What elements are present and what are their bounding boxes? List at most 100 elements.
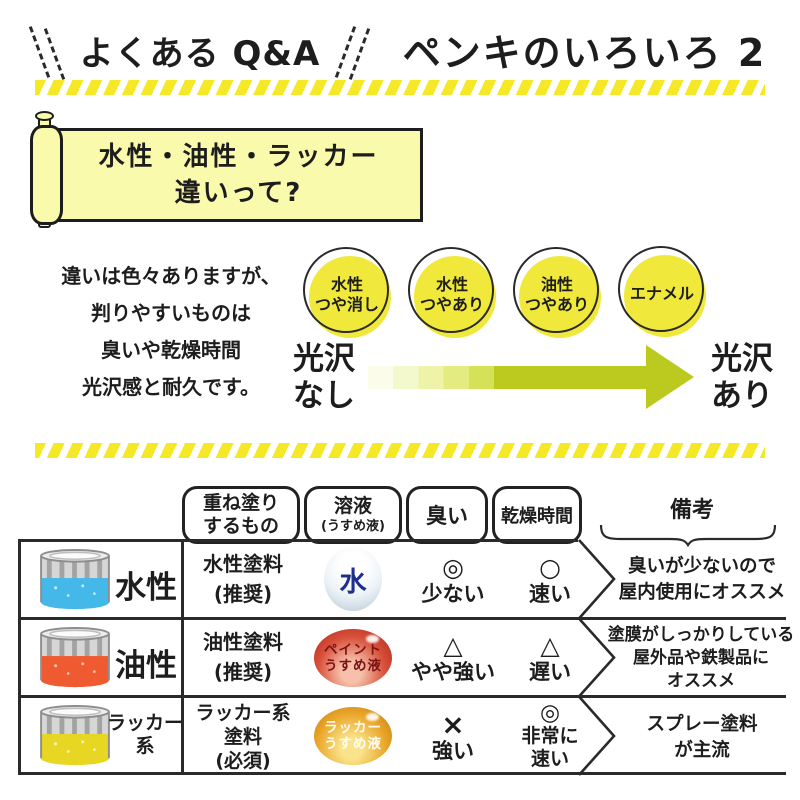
header-recoat: 重ね塗り するもの — [182, 486, 300, 544]
header-smell: 臭い — [406, 486, 488, 544]
dry-text: 速い — [529, 581, 571, 606]
circle-ring — [513, 247, 599, 333]
qa-badge: よくある Q&A — [79, 34, 321, 74]
smell-text: 強い — [432, 739, 474, 763]
cell-dry: △ 遅い — [506, 628, 594, 688]
circle-label-line: 水性 — [435, 275, 468, 294]
gloss-circle-suisei-tsuyakeshi: 水性 つや消し — [303, 247, 391, 338]
circle-label-line: 油性 — [540, 275, 573, 294]
header-smell-label: 臭い — [426, 504, 468, 528]
gloss-full-line: 光沢 — [711, 341, 773, 377]
dry-text: 遅い — [529, 659, 571, 684]
scroll-roll-icon — [30, 125, 63, 225]
stripe-divider — [35, 80, 765, 95]
circle-label: 油性 つやあり — [515, 253, 599, 337]
cell-notes: 塗膜がしっかりしている 屋外品や鉄製品に オススメ — [604, 624, 798, 692]
intro-line: 臭いや乾燥時間 — [101, 338, 241, 362]
circle-label-line: つや消し — [314, 295, 379, 314]
paint-can-oil-icon — [40, 627, 110, 688]
cell-smell: ◎ 少ない — [407, 550, 499, 610]
gloss-none-line: なし — [293, 378, 355, 414]
row-name-suisei: 水性 — [115, 570, 177, 606]
dry-text-line: 非常に — [521, 725, 579, 747]
cell-dry: ○ 速い — [506, 550, 594, 610]
notes-line: 屋外品や鉄製品に — [633, 647, 769, 668]
smell-symbol: △ — [443, 630, 463, 660]
solvent-sphere-paint-thinner: ペイント うすめ液 — [314, 629, 392, 687]
cell-recoat: ラッカー系 塗料 (必須) — [188, 700, 298, 774]
header-solvent-line: 溶液 — [333, 495, 372, 517]
notes-line: オススメ — [667, 670, 735, 691]
cell-recoat: 油性塗料 (推奨) — [188, 626, 298, 688]
recoat-line: (推奨) — [213, 582, 273, 606]
solvent-label: ラッカー — [324, 720, 382, 736]
scroll-knob-cap — [35, 111, 54, 121]
notes-line: が主流 — [674, 740, 730, 761]
recoat-line: (推奨) — [213, 660, 273, 684]
gloss-none-line: 光沢 — [293, 341, 355, 377]
smell-symbol: ◎ — [442, 552, 464, 582]
cell-recoat: 水性塗料 (推奨) — [188, 548, 298, 610]
row-name-line: 系 — [135, 735, 155, 757]
header-dry: 乾燥時間 — [492, 486, 582, 544]
intro-line: 違いは色々ありますが、 — [61, 264, 281, 288]
recoat-line: 油性塗料 — [203, 630, 283, 654]
notes-line: 屋内使用にオススメ — [618, 582, 786, 603]
banner-body: 水性・油性・ラッカー 違いって? — [54, 128, 423, 222]
recoat-line: 塗料 — [223, 726, 262, 748]
header-recoat-line: 重ね塗り — [202, 492, 279, 514]
circle-label: 水性 つやあり — [410, 253, 494, 337]
smell-text: 少ない — [421, 581, 485, 606]
notes-line: 臭いが少ないので — [627, 556, 776, 577]
circle-label-line: つやあり — [419, 295, 484, 314]
circle-label-line: エナメル — [629, 284, 694, 303]
smell-text: やや強い — [411, 659, 495, 684]
recoat-line: ラッカー系 — [195, 702, 291, 724]
gloss-circle-suisei-tsuyaari: 水性 つやあり — [408, 247, 496, 338]
cell-notes: スプレー塗料 が主流 — [618, 708, 786, 768]
cell-notes: 臭いが少ないので 屋内使用にオススメ — [618, 550, 786, 610]
gloss-none-label: 光沢 なし — [282, 341, 366, 415]
table-border-top — [18, 539, 578, 542]
solvent-label: うすめ液 — [324, 658, 382, 674]
solvent-sphere-lacquer-thinner: ラッカー うすめ液 — [314, 707, 392, 765]
header-notes: 備考 — [669, 498, 714, 523]
header-recoat-line: するもの — [202, 515, 279, 537]
table-row-separator — [18, 617, 786, 620]
circle-label-line: つやあり — [524, 295, 589, 314]
question-banner: 水性・油性・ラッカー 違いって? — [30, 111, 423, 228]
smell-symbol: × — [441, 708, 465, 741]
circle-label: エナメル — [620, 252, 704, 336]
solvent-label: 水 — [339, 566, 367, 598]
intro-line: 光沢感と耐久です。 — [82, 375, 260, 399]
circle-ring — [618, 246, 704, 332]
banner-line-2: 違いって? — [174, 178, 303, 208]
solvent-sphere-water: 水 — [324, 547, 382, 611]
solvent-label: ペイント — [324, 642, 382, 658]
paint-can-lacquer-icon — [40, 705, 110, 766]
recoat-line: 水性塗料 — [203, 552, 283, 576]
header-solvent: 溶液 (うすめ液) — [304, 486, 402, 544]
notes-line: スプレー塗料 — [646, 714, 758, 735]
circle-label: 水性 つや消し — [305, 253, 389, 337]
page-title: ペンキのいろいろ 2 — [402, 31, 767, 75]
gloss-arrow-head-icon — [646, 345, 694, 409]
intro-text: 違いは色々ありますが、 判りやすいものは 臭いや乾燥時間 光沢感と耐久です。 — [50, 258, 292, 406]
circle-label-line: 水性 — [330, 275, 363, 294]
solvent-label: うすめ液 — [324, 736, 382, 752]
gloss-arrow-shaft — [368, 366, 648, 389]
cell-smell: × 強い — [407, 708, 499, 768]
header-solvent-line: (うすめ液) — [321, 519, 385, 534]
intro-line: 判りやすいものは — [91, 301, 251, 325]
header-dry-label: 乾燥時間 — [501, 506, 573, 527]
table-border-bottom — [18, 772, 786, 775]
table-row-separator — [18, 695, 786, 698]
gloss-full-line: あり — [711, 378, 773, 414]
dry-text-line: 速い — [530, 748, 569, 770]
table-column-separator — [181, 539, 184, 775]
gloss-circle-enamel: エナメル — [618, 246, 706, 337]
cell-dry: ◎ 非常に 速い — [508, 699, 592, 773]
notes-brace-icon — [599, 524, 777, 548]
gloss-full-label: 光沢 あり — [700, 341, 784, 415]
